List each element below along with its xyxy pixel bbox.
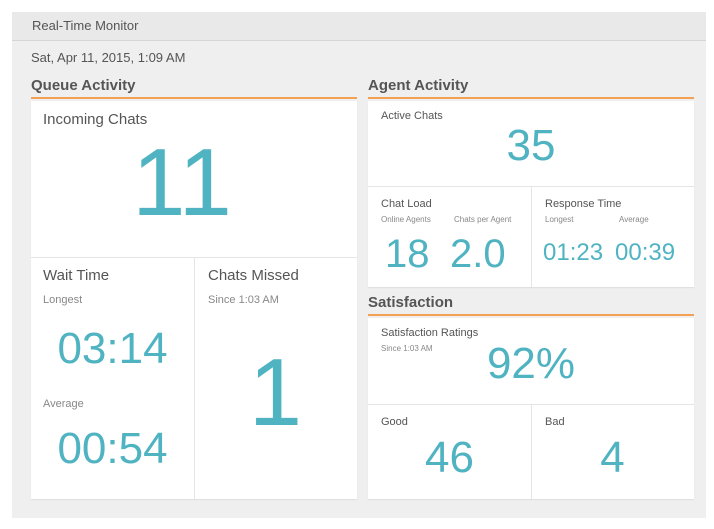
chats-missed-since: Since 1:03 AM <box>208 294 279 306</box>
response-longest-label: Longest <box>545 215 574 224</box>
app-title: Real-Time Monitor <box>32 18 139 33</box>
chat-load-label: Chat Load <box>381 198 432 210</box>
agent-activity-card: Active Chats 35 Chat Load Online Agents … <box>368 101 694 287</box>
wait-longest-value: 03:14 <box>57 324 168 373</box>
satisfaction-ratings-label: Satisfaction Ratings <box>381 327 479 339</box>
wait-time-label: Wait Time <box>43 267 110 284</box>
wait-longest-label: Longest <box>43 294 83 306</box>
response-longest-value: 01:23 <box>543 239 604 266</box>
response-average-value: 00:39 <box>615 239 676 266</box>
online-agents-value: 18 <box>385 232 430 276</box>
divider <box>531 187 532 287</box>
current-datetime: Sat, Apr 11, 2015, 1:09 AM <box>31 50 186 65</box>
wait-average-value: 00:54 <box>57 424 168 473</box>
queue-activity-card: Incoming Chats 11 Wait Time Longest 03:1… <box>31 101 357 499</box>
chats-per-agent-value: 2.0 <box>450 232 506 276</box>
agent-activity-title: Agent Activity <box>368 77 694 99</box>
wait-average-label: Average <box>43 398 84 410</box>
divider <box>531 405 532 499</box>
divider <box>368 404 694 405</box>
active-chats-value: 35 <box>506 121 556 170</box>
satisfaction-value: 92% <box>486 339 576 388</box>
chats-per-agent-label: Chats per Agent <box>454 215 512 224</box>
active-chats-label: Active Chats <box>381 110 443 122</box>
queue-activity-title: Queue Activity <box>31 77 357 99</box>
chats-missed-value: 1 <box>248 339 303 446</box>
response-average-label: Average <box>619 215 649 224</box>
divider <box>31 257 357 258</box>
bad-value: 4 <box>600 433 625 482</box>
good-value: 46 <box>425 433 474 482</box>
incoming-chats-value: 11 <box>132 129 232 236</box>
title-bar: Real-Time Monitor <box>12 12 706 41</box>
divider <box>194 258 195 499</box>
divider <box>368 186 694 187</box>
response-time-label: Response Time <box>545 198 622 210</box>
satisfaction-card: Satisfaction Ratings Since 1:03 AM 92% G… <box>368 318 694 499</box>
good-label: Good <box>381 416 408 428</box>
satisfaction-since: Since 1:03 AM <box>381 344 433 353</box>
bad-label: Bad <box>545 416 565 428</box>
satisfaction-title: Satisfaction <box>368 294 694 316</box>
online-agents-label: Online Agents <box>381 215 431 224</box>
incoming-chats-label: Incoming Chats <box>43 111 148 128</box>
chats-missed-label: Chats Missed <box>208 267 299 284</box>
